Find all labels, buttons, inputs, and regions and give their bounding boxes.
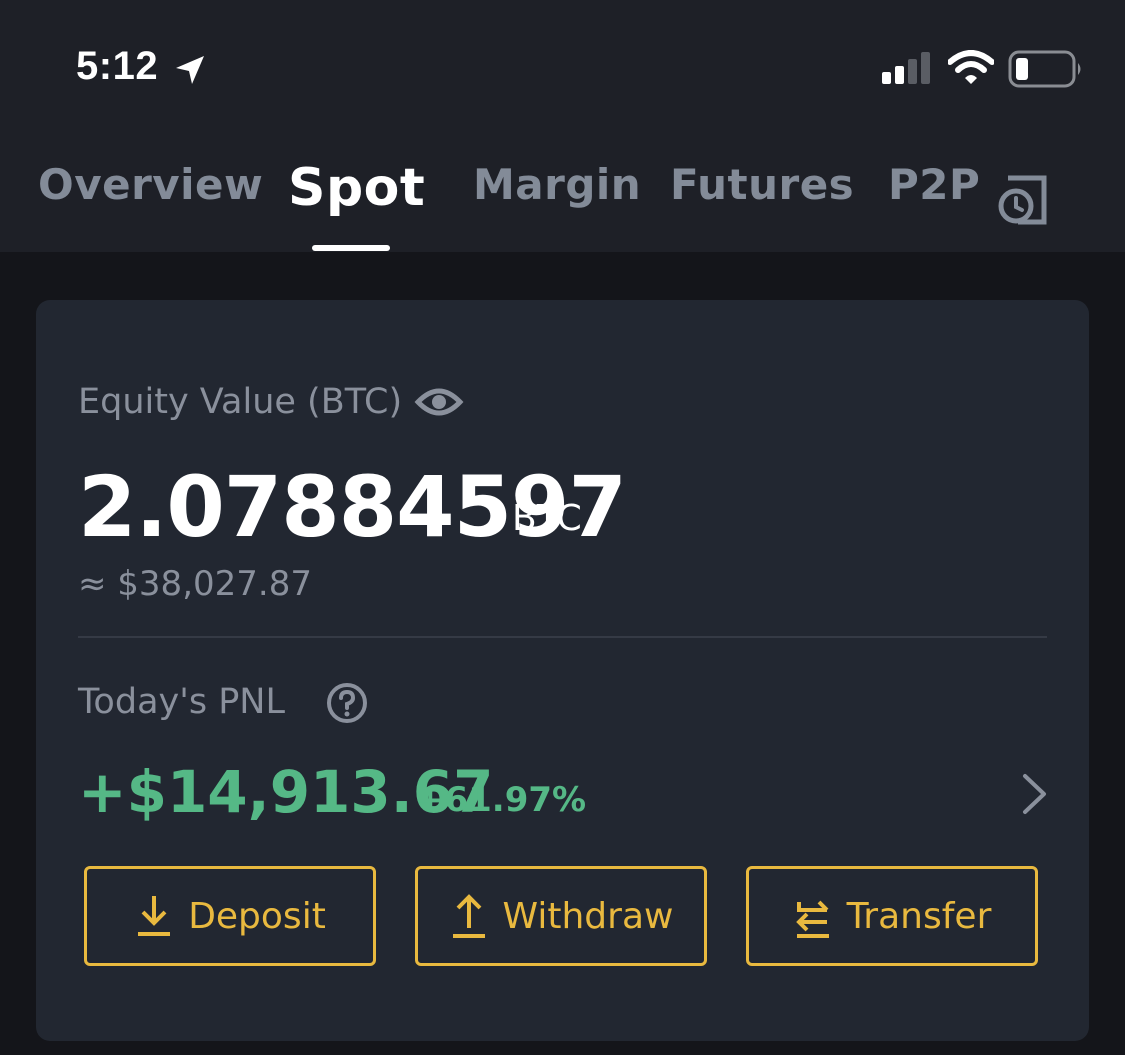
spot-balance-card: Equity Value (BTC) 2.07884597 BTC ≈ $38,… (36, 300, 1089, 1041)
pnl-percent: +61.97% (416, 780, 587, 820)
upload-icon (452, 894, 485, 938)
pnl-value: +$14,913.67 (78, 758, 494, 826)
balance-value: 2.07884597 (78, 458, 627, 556)
tab-spot[interactable]: Spot (288, 158, 426, 218)
battery-icon (1008, 50, 1081, 88)
divider (78, 636, 1047, 638)
signal-icon (882, 52, 930, 84)
active-tab-indicator (312, 245, 390, 251)
header: 5:12 Overview Spot Margin Futures P2P (0, 0, 1125, 252)
wifi-icon (948, 50, 994, 84)
tab-overview[interactable]: Overview (38, 160, 264, 209)
history-icon[interactable] (992, 168, 1052, 228)
withdraw-button[interactable]: Withdraw (415, 866, 707, 966)
transfer-label: Transfer (846, 895, 992, 937)
help-icon[interactable] (326, 682, 368, 724)
tab-p2p[interactable]: P2P (888, 160, 981, 209)
tab-futures[interactable]: Futures (670, 160, 855, 209)
transfer-icon (795, 900, 829, 938)
location-arrow-icon (176, 56, 204, 84)
eye-icon[interactable] (414, 382, 464, 422)
chevron-right-icon[interactable] (1020, 772, 1050, 816)
tab-margin[interactable]: Margin (473, 160, 642, 209)
deposit-button[interactable]: Deposit (84, 866, 376, 966)
approx-usd-value: ≈ $38,027.87 (78, 564, 312, 604)
equity-label: Equity Value (BTC) (78, 382, 403, 422)
pnl-label: Today's PNL (78, 682, 285, 722)
deposit-label: Deposit (188, 895, 326, 937)
status-time: 5:12 (76, 44, 159, 88)
withdraw-label: Withdraw (502, 895, 674, 937)
download-icon (138, 896, 171, 936)
balance-unit: BTC (512, 498, 582, 539)
transfer-button[interactable]: Transfer (746, 866, 1038, 966)
